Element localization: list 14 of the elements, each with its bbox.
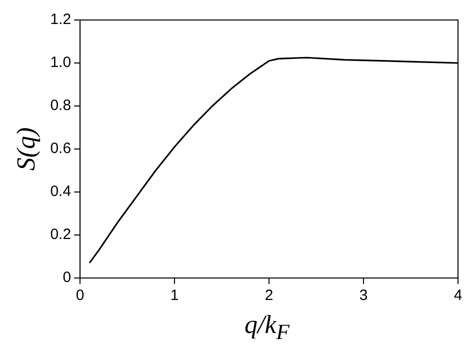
y-tick-label: 0.2 bbox=[50, 226, 72, 244]
y-tick-label: 0 bbox=[62, 269, 72, 286]
x-tick-label: 2 bbox=[264, 287, 274, 304]
y-tick-label: 1.0 bbox=[50, 54, 72, 72]
y-tick-label: 0.8 bbox=[50, 97, 72, 114]
x-tick-label: 3 bbox=[359, 287, 368, 304]
y-tick-label: 1.2 bbox=[50, 11, 72, 28]
x-tick-label: 1 bbox=[170, 287, 179, 304]
x-tick-label: 0 bbox=[76, 287, 84, 304]
y-axis-title: S(q) bbox=[11, 127, 40, 171]
y-tick-label: 0.4 bbox=[50, 183, 72, 200]
x-axis-title: q/k$_{F}$ bbox=[244, 309, 291, 346]
y-tick-label: 0.6 bbox=[50, 140, 72, 158]
x-tick-label: 4 bbox=[454, 287, 462, 304]
